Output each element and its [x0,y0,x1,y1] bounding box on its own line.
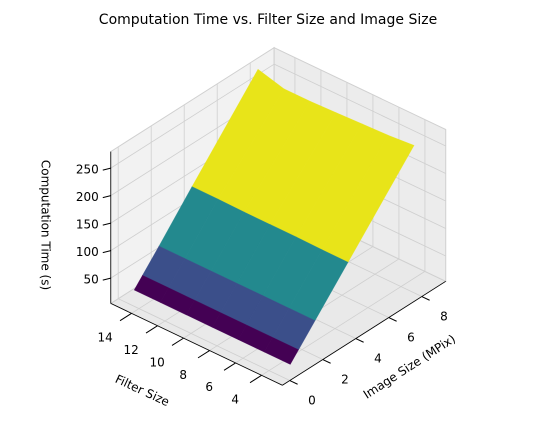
y-tick-label: 6 [205,380,213,394]
y-tick [171,337,184,346]
surface-facet [263,337,299,365]
axis-line [282,280,446,386]
grid-line [110,63,275,169]
z-tick-label: 100 [76,245,99,259]
z-tick-label: 150 [76,218,99,232]
y-axis-label: Filter Size [113,372,172,409]
x-tick [421,296,430,301]
x-tick [322,359,331,364]
y-tick [145,325,158,334]
y-tick-label: 10 [150,355,165,369]
x-tick-label: 2 [341,373,349,387]
z-tick-label: 50 [83,273,98,287]
y-tick-label: 4 [231,393,239,407]
axis-line [110,303,283,386]
z-tick-label: 250 [76,163,99,177]
z-axis-label: Computation Time (s) [39,160,53,290]
z-tick [102,250,111,254]
grid-line [273,63,446,147]
z-tick [102,195,111,199]
x-tick [388,317,397,322]
x-tick-label: 4 [374,352,382,366]
y-tick [197,350,210,359]
y-tick [223,362,236,371]
z-tick [102,277,111,281]
y-tick-label: 12 [124,343,139,357]
chart-title: Computation Time vs. Filter Size and Ima… [99,12,437,28]
x-tick-label: 8 [440,310,448,324]
y-tick [249,374,262,384]
z-tick [102,167,111,171]
z-tick [102,222,111,226]
x-tick [289,380,298,385]
y-tick [119,312,132,322]
x-tick-label: 0 [308,394,316,408]
x-tick-label: 6 [407,331,415,345]
y-tick-label: 14 [98,331,113,345]
y-tick-label: 8 [179,368,187,382]
z-tick-label: 200 [76,190,99,204]
x-tick [355,338,364,343]
grid-line [118,298,290,381]
